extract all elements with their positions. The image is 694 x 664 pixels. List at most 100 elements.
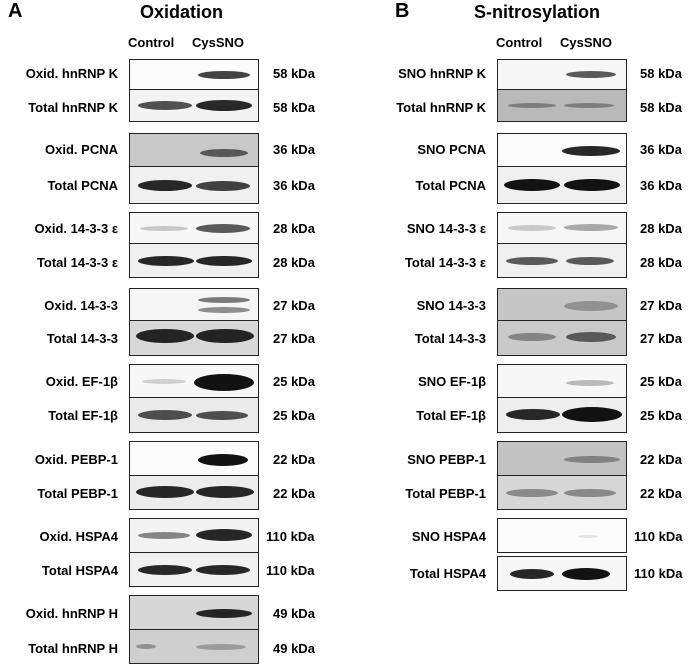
blot-image — [497, 397, 627, 433]
panel-a-kda: 36 kDa — [273, 178, 315, 193]
panel-a-letter: A — [8, 0, 23, 22]
blot-band — [196, 224, 250, 233]
blot-band — [508, 333, 556, 341]
blot-image — [129, 288, 259, 321]
panel-a-row-label: Oxid. PCNA — [45, 142, 118, 157]
panel-a-kda: 22 kDa — [273, 452, 315, 467]
blot-band — [508, 225, 556, 231]
blot-band — [196, 411, 248, 420]
blot-image — [497, 441, 627, 476]
panel-a-kda: 25 kDa — [273, 408, 315, 423]
panel-b-kda: 58 kDa — [640, 100, 682, 115]
panel-a-kda: 49 kDa — [273, 606, 315, 621]
panel-a-row-label: Total PEBP-1 — [37, 486, 118, 501]
blot-band — [566, 380, 614, 386]
blot-band — [196, 644, 246, 650]
blot-image — [129, 397, 259, 433]
blot-band — [196, 329, 254, 343]
blot-band — [196, 181, 250, 191]
blot-image — [497, 518, 627, 553]
blot-image — [497, 556, 627, 591]
blot-band — [564, 224, 618, 231]
blot-band — [566, 71, 616, 78]
blot-band — [506, 257, 558, 265]
panel-b-kda: 28 kDa — [640, 255, 682, 270]
panel-a-row-label: Total hnRNP K — [28, 100, 118, 115]
blot-band — [138, 532, 190, 539]
panel-a-kda: 28 kDa — [273, 221, 315, 236]
panel-b-kda: 27 kDa — [640, 331, 682, 346]
panel-b-kda: 25 kDa — [640, 408, 682, 423]
blot-band — [196, 256, 252, 266]
panel-b-title: S-nitrosylation — [474, 2, 601, 22]
panel-b-kda: 36 kDa — [640, 178, 682, 193]
blot-image — [497, 475, 627, 510]
blot-image — [129, 475, 259, 510]
panel-b-row-label: SNO PEBP-1 — [407, 452, 486, 467]
blot-band — [196, 609, 252, 618]
blot-image — [129, 59, 259, 90]
blot-band — [506, 489, 558, 497]
panel-b-kda: 27 kDa — [640, 298, 682, 313]
panel-a-row-label: Total 14-3-3 ε — [36, 255, 118, 270]
blot-band — [510, 569, 554, 579]
panel-b-kda: 110 kDa — [634, 529, 683, 544]
panel-b-letter: B — [395, 0, 410, 22]
blot-band — [578, 535, 598, 538]
blot-band — [138, 101, 192, 110]
panel-b-row-label: Total HSPA4 — [409, 566, 486, 581]
blot-image — [497, 212, 627, 244]
blot-band — [136, 329, 194, 343]
blot-image — [129, 133, 259, 167]
blot-image — [129, 320, 259, 356]
panel-b-cyssno-header: CysSNO — [560, 35, 613, 50]
blot-band — [508, 103, 556, 108]
blot-band — [142, 379, 186, 384]
panel-b-kda: 25 kDa — [640, 374, 682, 389]
panel-a-row-label: Total EF-1β — [48, 408, 118, 423]
blot-image — [129, 364, 259, 398]
panel-b-row-label: SNO 14-3-3 — [416, 298, 486, 313]
panel-a-control-header: Control — [128, 35, 175, 50]
panel-a-row-label: Oxid. PEBP-1 — [34, 452, 118, 467]
panel-b-kda: 28 kDa — [640, 221, 682, 236]
blot-band — [138, 180, 192, 191]
blot-band — [138, 256, 194, 266]
panel-b-row-label: SNO PCNA — [417, 142, 486, 157]
blot-image — [129, 166, 259, 204]
panel-a-row-label: Total hnRNP H — [28, 641, 118, 656]
panel-b-row-label: Total PEBP-1 — [405, 486, 486, 501]
panel-a-row-label: Oxid. 14-3-3 — [44, 298, 118, 313]
blot-image — [129, 595, 259, 630]
panel-a-row-label: Oxid. 14-3-3 ε — [34, 221, 118, 236]
panel-a-kda: 27 kDa — [273, 331, 315, 346]
panel-a-kda: 110 kDa — [266, 529, 315, 544]
blot-image — [129, 212, 259, 244]
panel-b-row-label: SNO 14-3-3 ε — [406, 221, 486, 236]
panel-a-row-label: Total 14-3-3 — [46, 331, 118, 346]
blot-band — [138, 565, 192, 575]
blot-band — [562, 568, 610, 580]
panel-b-kda: 36 kDa — [640, 142, 682, 157]
panel-a-kda: 36 kDa — [273, 142, 315, 157]
blot-band — [200, 149, 248, 157]
panel-a-row-label: Oxid. EF-1β — [45, 374, 118, 389]
blot-band — [196, 529, 252, 541]
panel-b-row-label: Total PCNA — [415, 178, 486, 193]
panel-a-row-label: Oxid. hnRNP K — [25, 66, 118, 81]
panel-b-row-label: Total EF-1β — [416, 408, 486, 423]
panel-a-title: Oxidation — [140, 2, 224, 22]
panel-a-kda: 25 kDa — [273, 374, 315, 389]
blot-band — [564, 103, 614, 108]
blot-band — [196, 486, 254, 498]
panel-a-kda: 27 kDa — [273, 298, 315, 313]
panel-b-row-label: SNO EF-1β — [418, 374, 486, 389]
blot-image — [129, 518, 259, 553]
blot-band — [504, 179, 560, 191]
blot-band — [564, 456, 620, 463]
panel-a-row-label: Total HSPA4 — [41, 563, 118, 578]
blot-band — [136, 486, 194, 498]
blot-image — [497, 243, 627, 278]
panel-a-kda: 28 kDa — [273, 255, 315, 270]
blot-band — [138, 410, 192, 420]
